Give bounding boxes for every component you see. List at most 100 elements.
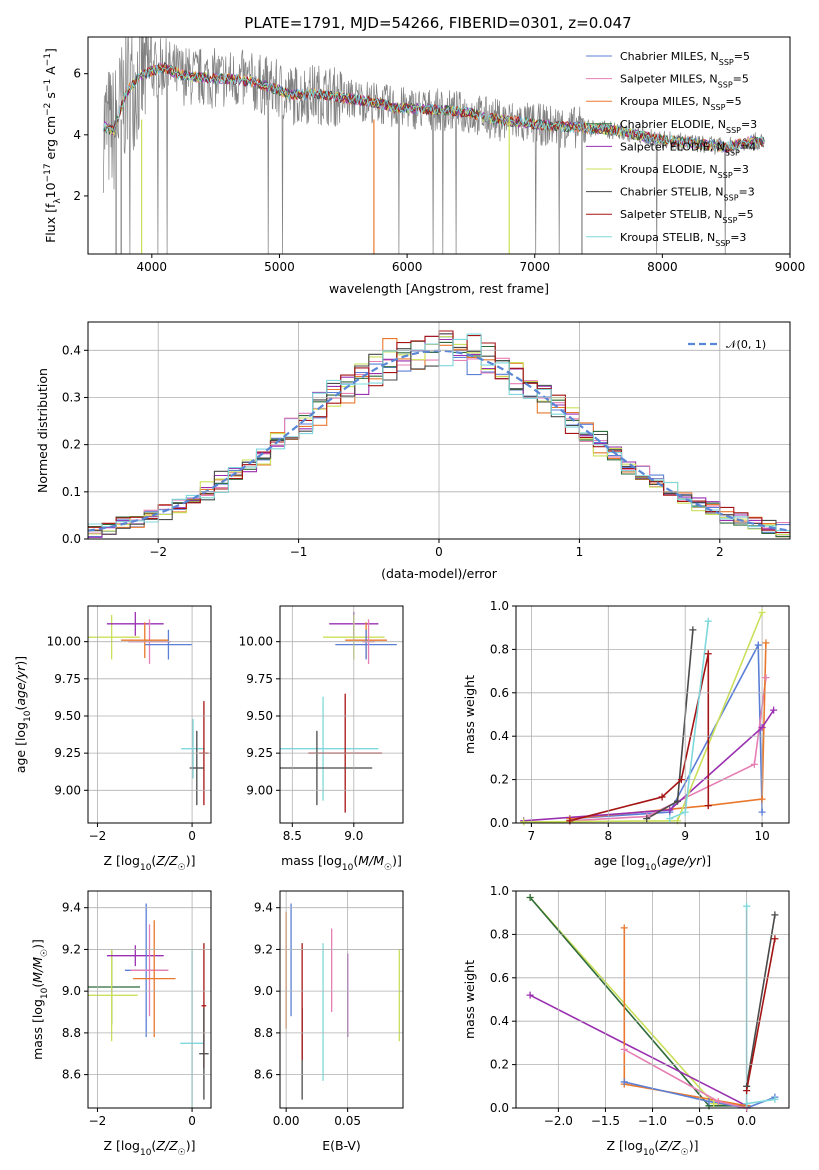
mass-vs-ebv-ytick-label: 9.2 [254, 942, 273, 956]
massweight-vs-age-ytick-label: 0.8 [490, 642, 509, 656]
massweight-vs-Z-ytick-label: 0.4 [490, 1014, 509, 1028]
mass-weight-marker [520, 818, 528, 826]
age-vs-Z-panel: −2 0 9.00 9.25 9.50 9.75 10.00 Z [log10(Z/Z☉)] a… [13, 605, 212, 873]
mass-weight-marker [771, 1095, 779, 1103]
spectrum-xtick-label: 8000 [647, 260, 678, 274]
spectrum-xtick-label: 6000 [392, 260, 423, 274]
mass-weight-marker [643, 815, 651, 823]
mass-weight-line [745, 914, 776, 1087]
age-vs-Z-frame [87, 605, 212, 824]
spectrum-xtick-label: 5000 [264, 260, 295, 274]
mass-weight-marker [743, 1100, 751, 1108]
legend-entry: Kroupa ELODIE, NSSP=3 [620, 163, 749, 180]
massweight-vs-Z-ytick-label: 1.0 [490, 884, 509, 898]
age-vs-Z-xtick-label: −2 [89, 829, 107, 843]
mass-vs-Z-ytick-label: 9.0 [62, 984, 81, 998]
mass-weight-marker [620, 1078, 628, 1086]
residuals-ytick-label: 0.2 [62, 438, 81, 452]
residuals-xtick-label: 0 [435, 545, 443, 559]
massweight-vs-Z-ytick-label: 0.6 [490, 971, 509, 985]
massweight-vs-age-frame [515, 605, 790, 824]
mass-weight-marker [750, 760, 758, 768]
age-vs-mass-ytick-label: 10.00 [239, 635, 273, 649]
mass-weight-marker [526, 991, 534, 999]
spectrum-xtick-label: 9000 [775, 260, 806, 274]
residuals-ytick-label: 0.3 [62, 390, 81, 404]
age-vs-mass-ytick-label: 9.00 [246, 783, 273, 797]
massweight-vs-Z-xtick-label: −1.5 [591, 1114, 620, 1128]
mass-vs-Z-ytick-label: 8.6 [62, 1068, 81, 1082]
legend-entry: Chabrier MILES, NSSP=5 [620, 50, 750, 67]
spectrum-panel: 4000 5000 6000 7000 8000 9000 2 4 6 wavelength [A… [43, 36, 806, 296]
massweight-vs-age-xtick-label: 7 [528, 829, 536, 843]
massweight-vs-Z-ytick-label: 0.8 [490, 927, 509, 941]
age-vs-mass-xlabel: mass [log10(M/M☉)] [281, 853, 402, 873]
mass-weight-marker [681, 808, 689, 816]
massweight-vs-age-ytick-label: 1.0 [490, 599, 509, 613]
massweight-vs-Z-frame [515, 890, 790, 1109]
massweight-vs-Z-xtick-label: −1.0 [638, 1114, 667, 1128]
mass-vs-ebv-ytick-label: 9.0 [254, 984, 273, 998]
residuals-ytick-label: 0.0 [62, 532, 81, 546]
mass-vs-ebv-frame [279, 890, 404, 1109]
age-vs-Z-xlabel: Z [log10(Z/Z☉)] [104, 853, 196, 873]
massweight-vs-Z-ylabel: mass weight [462, 960, 477, 1039]
mass-weight-marker [705, 1097, 713, 1105]
residuals-panel: −2 −1 0 1 2 0.0 0.1 0.2 0.3 0.4 𝒩(0, 1) (data-model… [35, 321, 791, 581]
mass-weight-line [529, 896, 747, 1107]
mass-weight-marker [762, 674, 770, 682]
massweight-vs-Z-xtick-label: 0.0 [737, 1114, 756, 1128]
mass-vs-ebv-xtick-label: 0.05 [334, 1114, 361, 1128]
mass-weight-line [523, 612, 763, 823]
mass-weight-line [529, 896, 747, 1107]
spectrum-xtick-label: 4000 [137, 260, 168, 274]
mass-weight-marker [658, 793, 666, 801]
mass-weight-marker [666, 815, 674, 823]
mass-weight-marker [620, 1045, 628, 1053]
mass-vs-Z-plot-area [88, 903, 209, 1108]
mass-weight-marker [743, 1087, 751, 1095]
mass-vs-Z-panel: −2 0 8.6 8.8 9.0 9.2 9.4 Z [log10(Z/Z☉)] mass [l… [30, 890, 212, 1158]
residuals-xtick-label: −1 [290, 545, 308, 559]
legend-entry: Chabrier ELODIE, NSSP=3 [620, 118, 757, 135]
legend-entry: Chabrier STELIB, NSSP=3 [620, 186, 755, 203]
mass-weight-line [569, 677, 767, 822]
spectrum-model-line [102, 61, 764, 151]
mass-weight-marker [754, 641, 762, 649]
massweight-vs-Z-panel: −2.0 −1.5 −1.0 −0.5 0.0 0.0 0.2 0.4 0.6 0.8 1.0 Z [… [462, 884, 790, 1158]
mass-weight-marker [666, 806, 674, 814]
mass-vs-ebv-ytick-label: 8.6 [254, 1068, 273, 1082]
residuals-xtick-label: 1 [576, 545, 584, 559]
mass-weight-marker [710, 1100, 718, 1108]
massweight-vs-age-xtick-label: 10 [754, 829, 769, 843]
massweight-vs-Z-xtick-label: −0.5 [685, 1114, 714, 1128]
age-vs-mass-xtick-label: 9.0 [344, 829, 363, 843]
mass-weight-marker [770, 706, 778, 714]
residuals-ytick-label: 0.1 [62, 485, 81, 499]
massweight-vs-age-ytick-label: 0.6 [490, 686, 509, 700]
age-vs-Z-ytick-label: 9.00 [54, 783, 81, 797]
mass-weight-marker [620, 924, 628, 932]
age-vs-Z-ylabel: age [log10(age/yr)] [13, 656, 33, 773]
mass-vs-Z-xlabel: Z [log10(Z/Z☉)] [104, 1138, 196, 1158]
age-vs-Z-ytick-label: 9.25 [54, 746, 81, 760]
mass-vs-Z-xtick-label: 0 [188, 1114, 196, 1128]
age-vs-Z-ytick-label: 9.50 [54, 709, 81, 723]
mass-weight-line [624, 1081, 776, 1108]
mass-vs-Z-xtick-label: −2 [89, 1114, 107, 1128]
mass-vs-ebv-ytick-label: 9.4 [254, 901, 273, 915]
spectrum-ytick-label: 6 [73, 67, 81, 81]
mass-weight-marker [758, 724, 766, 732]
massweight-vs-Z-ytick-label: 0.0 [490, 1101, 509, 1115]
mass-weight-marker [758, 808, 766, 816]
mass-vs-Z-ytick-label: 9.4 [62, 901, 81, 915]
spectrum-xlabel: wavelength [Angstrom, rest frame] [329, 281, 549, 296]
mass-weight-marker [758, 795, 766, 803]
legend-entry: Salpeter STELIB, NSSP=5 [620, 208, 754, 225]
mass-weight-marker [673, 797, 681, 805]
spectrum-model-line [102, 64, 764, 152]
age-vs-Z-ytick-label: 10.00 [47, 635, 81, 649]
age-vs-Z-xtick-label: 0 [188, 829, 196, 843]
